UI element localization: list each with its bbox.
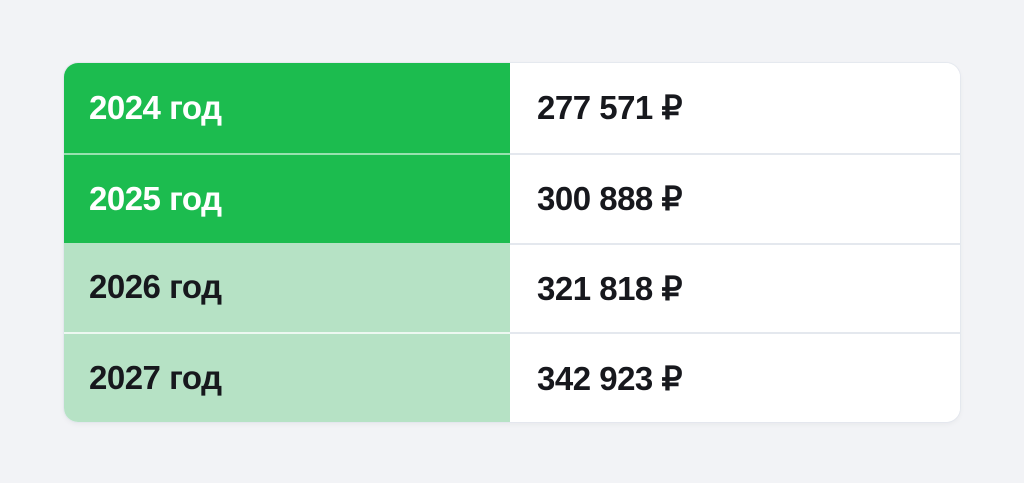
yearly-amounts-table: 2024 год 277 571 ₽ 2025 год 300 888 ₽ 20…	[64, 63, 960, 422]
amount-cell: 300 888 ₽	[510, 152, 960, 243]
amount-cell: 342 923 ₽	[510, 332, 960, 422]
table-row: 2027 год 342 923 ₽	[64, 332, 960, 422]
year-cell: 2027 год	[64, 332, 510, 422]
year-cell: 2024 год	[64, 63, 510, 153]
amount-cell: 277 571 ₽	[510, 63, 960, 153]
amount-cell: 321 818 ₽	[510, 242, 960, 333]
table-row: 2026 год 321 818 ₽	[64, 242, 960, 333]
table-row: 2024 год 277 571 ₽	[64, 63, 960, 153]
year-cell: 2025 год	[64, 152, 510, 243]
year-cell: 2026 год	[64, 242, 510, 333]
table-row: 2025 год 300 888 ₽	[64, 152, 960, 243]
